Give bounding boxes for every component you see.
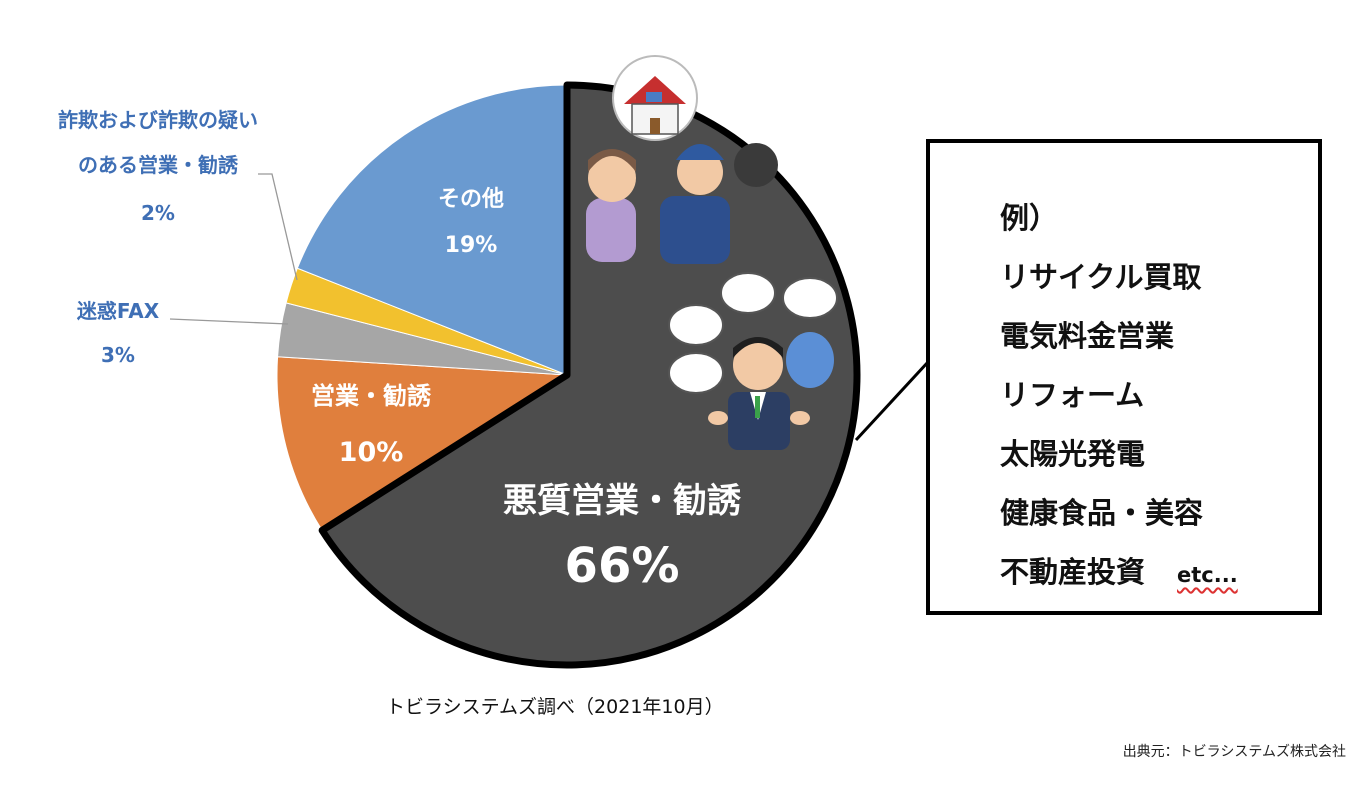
- leader-line-sagi: [258, 173, 298, 281]
- slice-label-akushitsu: 悪質営業・勧誘: [503, 481, 742, 521]
- pie-slice-eigyo: [276, 356, 569, 532]
- example-item: 例）: [1000, 201, 1059, 235]
- example-item: 太陽光発電: [1000, 437, 1146, 471]
- illustration-salesman-icon: [668, 272, 838, 450]
- example-list: 例） リサイクル買取 電気料金営業 リフォーム 太陽光発電 健康食品・美容 不動…: [1000, 189, 1238, 605]
- leader-line-fax: [169, 318, 289, 325]
- slice-label-sagi-line2: のある営業・勧誘: [78, 153, 239, 177]
- slice-value-sagi: 2%: [141, 201, 175, 225]
- chart-caption: トビラシステムズ調べ（2021年10月）: [386, 696, 724, 718]
- source-credit: 出典元：トビラシステムズ株式会社: [1122, 744, 1346, 760]
- example-item: 電気料金営業: [1000, 319, 1175, 353]
- example-item: 健康食品・美容: [1000, 496, 1204, 530]
- example-box: 例） リサイクル買取 電気料金営業 リフォーム 太陽光発電 健康食品・美容 不動…: [926, 139, 1322, 615]
- slice-label-sonota: その他: [438, 187, 504, 212]
- etc-text: etc...: [1177, 563, 1238, 587]
- illustration-worker-icon: [586, 55, 778, 264]
- slice-label-sagi-line1: 詐欺および詐欺の疑い: [58, 108, 258, 132]
- example-item-label: 不動産投資: [1000, 555, 1146, 589]
- slice-value-fax: 3%: [101, 343, 135, 367]
- example-item: リサイクル買取: [1000, 260, 1202, 294]
- slice-value-sonota: 19%: [445, 233, 498, 258]
- slice-label-fax: 迷惑FAX: [76, 299, 160, 323]
- slice-value-akushitsu: 66%: [565, 538, 680, 594]
- pie-slice-sonota: [296, 84, 568, 376]
- slice-label-eigyo: 営業・勧誘: [311, 382, 432, 410]
- slice-value-eigyo: 10%: [339, 437, 404, 468]
- example-item: 不動産投資 etc...: [1000, 543, 1238, 605]
- callout-line: [854, 360, 930, 442]
- example-item: リフォーム: [1000, 378, 1145, 412]
